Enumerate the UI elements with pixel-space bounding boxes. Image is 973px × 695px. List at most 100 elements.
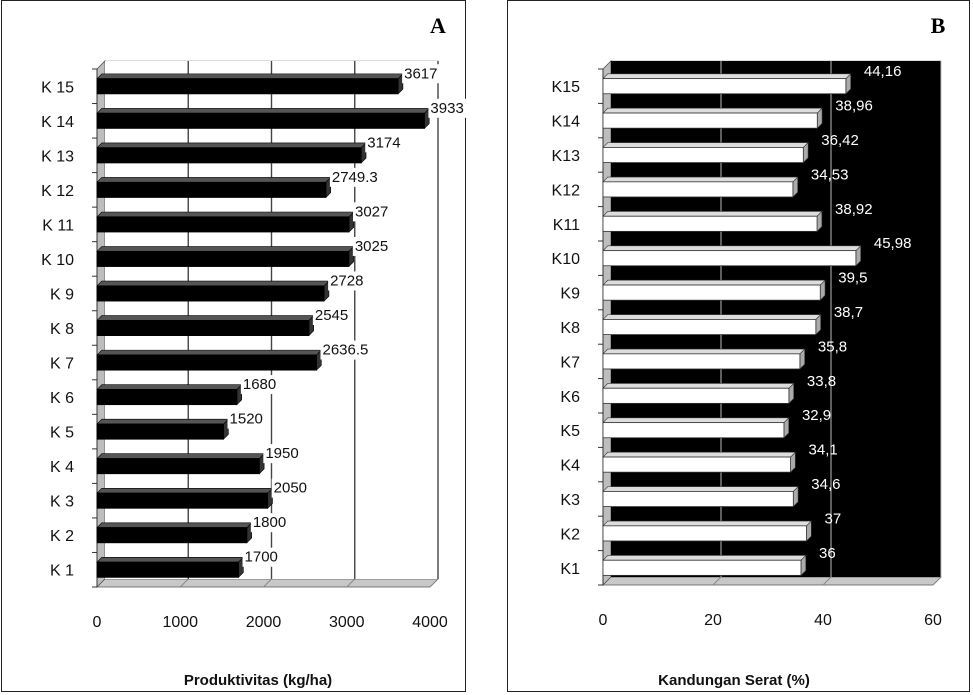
x-tick-label: 0 bbox=[599, 612, 608, 629]
data-label-bg bbox=[365, 133, 404, 153]
data-label-bg bbox=[312, 306, 351, 325]
data-label-bg bbox=[240, 375, 279, 395]
category-label: K6 bbox=[560, 389, 580, 406]
data-label: 3617 bbox=[404, 65, 437, 82]
x-axis-title: Produktivitas (kg/ha) bbox=[184, 672, 332, 689]
bar bbox=[96, 285, 325, 302]
data-label: 44,16 bbox=[864, 63, 902, 80]
bar bbox=[602, 78, 847, 95]
bar-top-face bbox=[96, 142, 367, 149]
bar-top-face bbox=[96, 280, 330, 287]
bar bbox=[96, 181, 327, 198]
category-label: K 12 bbox=[41, 183, 74, 200]
data-label: 45,98 bbox=[874, 235, 912, 252]
bar-top-face bbox=[602, 245, 862, 251]
category-label: K13 bbox=[552, 148, 581, 165]
bar-top-face bbox=[96, 246, 355, 252]
bar bbox=[96, 458, 260, 475]
category-label: K4 bbox=[560, 458, 580, 475]
category-label: K 6 bbox=[50, 390, 74, 407]
category-label: K 1 bbox=[50, 563, 74, 580]
x-tick-label: 20 bbox=[704, 612, 722, 629]
x-tick-label: 3000 bbox=[329, 614, 365, 631]
bar-top-face bbox=[96, 349, 323, 356]
bar-top-face bbox=[602, 314, 822, 320]
chart-b-svg: B K1 36 K2 37 K3 34,6 K4 34,1 K5 32,9 K6 33,8 K7 35,8 K… bbox=[552, 13, 946, 689]
bar bbox=[602, 525, 807, 542]
bar bbox=[96, 492, 269, 509]
panel-label: B bbox=[931, 13, 946, 38]
gridline-floor bbox=[712, 576, 722, 586]
x-tick-label: 60 bbox=[924, 612, 942, 629]
bar-top-face bbox=[96, 418, 230, 425]
bar-top-face bbox=[96, 557, 245, 563]
category-label: K 3 bbox=[50, 494, 74, 511]
category-label: K 11 bbox=[42, 217, 74, 234]
bar-top-face bbox=[96, 453, 265, 459]
data-label: 33,8 bbox=[807, 373, 836, 390]
bar bbox=[602, 387, 790, 404]
bar bbox=[602, 215, 818, 232]
bar-top-face bbox=[96, 315, 315, 321]
bar-top-face bbox=[602, 555, 807, 561]
data-label: 2545 bbox=[315, 307, 348, 324]
bar-top-face bbox=[96, 522, 253, 528]
bar-top-face bbox=[602, 417, 790, 423]
chart-panel-b: B K1 36 K2 37 K3 34,6 K4 34,1 K5 32,9 K6 33,8 K7 35,8 K… bbox=[507, 0, 970, 692]
bar bbox=[602, 559, 802, 576]
x-tick-label: 1000 bbox=[162, 614, 198, 631]
data-label-bg bbox=[242, 547, 281, 567]
category-label: K9 bbox=[560, 286, 580, 303]
data-label: 34,6 bbox=[811, 476, 840, 493]
category-label: K12 bbox=[552, 182, 581, 199]
category-label: K 13 bbox=[41, 148, 74, 165]
category-label: K10 bbox=[552, 251, 581, 268]
data-label: 34,53 bbox=[811, 166, 849, 183]
data-label: 36 bbox=[819, 545, 836, 562]
data-label-bg bbox=[402, 64, 441, 84]
bar bbox=[96, 78, 399, 95]
x-axis-title: Kandungan Serat (%) bbox=[658, 672, 810, 689]
bar-top-face bbox=[96, 211, 355, 218]
data-label: 2728 bbox=[330, 272, 363, 289]
data-label-bg bbox=[428, 98, 467, 118]
bar bbox=[96, 112, 425, 129]
bar bbox=[96, 354, 317, 371]
data-label: 32,9 bbox=[802, 407, 831, 424]
category-label: K5 bbox=[560, 423, 580, 440]
gridline-floor bbox=[263, 578, 272, 588]
plot-floor bbox=[602, 576, 942, 586]
gridline-floor bbox=[429, 578, 439, 588]
bar bbox=[96, 250, 350, 267]
data-label: 36,42 bbox=[821, 132, 859, 149]
gridline-floor bbox=[932, 576, 942, 586]
data-label: 39,5 bbox=[838, 270, 867, 287]
data-label: 38,96 bbox=[835, 98, 873, 115]
category-label: K1 bbox=[560, 561, 580, 578]
bar-top-face bbox=[96, 177, 332, 183]
category-label: K 9 bbox=[50, 286, 74, 303]
data-label-bg bbox=[263, 444, 302, 464]
data-label-bg bbox=[352, 202, 391, 222]
data-label: 38,92 bbox=[835, 201, 873, 218]
bar bbox=[602, 250, 857, 267]
bar-top-face bbox=[602, 348, 806, 355]
data-label-bg bbox=[250, 513, 289, 533]
category-label: K14 bbox=[552, 114, 581, 131]
data-label: 3933 bbox=[430, 100, 463, 117]
data-label-bg bbox=[271, 478, 310, 498]
data-label: 1700 bbox=[245, 549, 278, 566]
data-label: 35,8 bbox=[818, 338, 847, 355]
category-label: K2 bbox=[560, 526, 580, 543]
gridline-floor bbox=[346, 578, 356, 588]
category-label: K7 bbox=[560, 354, 580, 371]
data-label: 34,1 bbox=[809, 442, 838, 459]
data-label: 2749.3 bbox=[332, 169, 378, 186]
category-label: K 10 bbox=[41, 252, 74, 269]
data-label: 37 bbox=[825, 510, 842, 527]
panel-label: A bbox=[430, 13, 446, 38]
data-label: 3027 bbox=[355, 203, 388, 220]
bar-top-face bbox=[602, 383, 795, 389]
category-label: K8 bbox=[560, 320, 580, 337]
bar-top-face bbox=[96, 487, 274, 494]
